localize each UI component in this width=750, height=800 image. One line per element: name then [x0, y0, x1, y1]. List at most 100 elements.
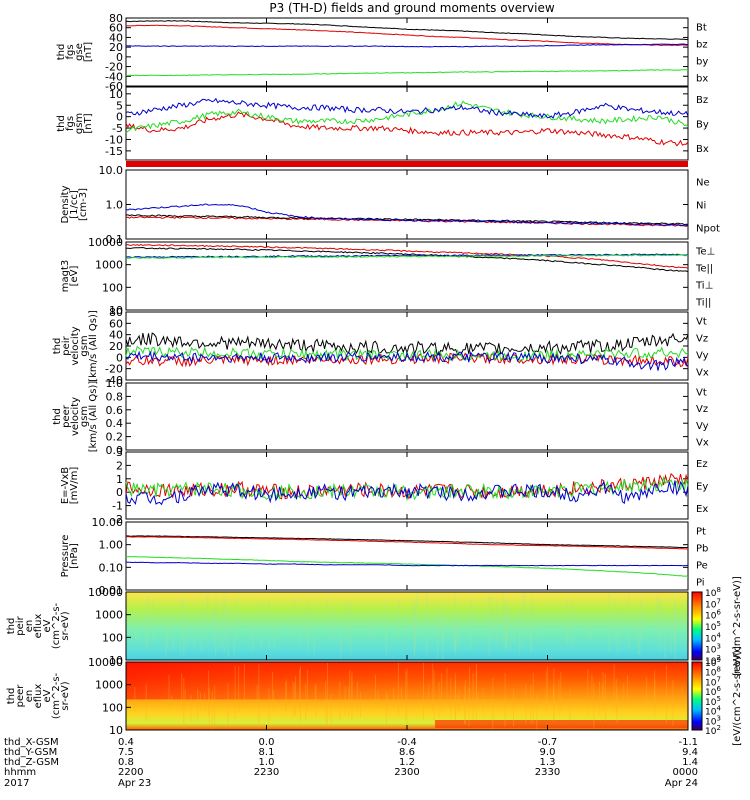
- colorbar-label-text: [eV/(cm^2-s-sr-eV)]: [732, 646, 743, 746]
- colorbar: [691, 591, 703, 661]
- y-axis-label-line: Pressure: [60, 535, 71, 578]
- panel-frame: [125, 521, 689, 591]
- y-axis-label-line: [nPa]: [69, 543, 80, 569]
- x-row-value: -0.7: [538, 737, 558, 748]
- legend-Ni: Ni: [696, 201, 706, 212]
- x-row-label: 2017: [4, 778, 29, 789]
- y-axis-label-line: [eV]: [69, 266, 80, 287]
- y-axis-label: E=-VxB[mV/m]: [60, 467, 80, 505]
- y-tick-label: 10000: [88, 586, 123, 599]
- y-axis-label-line: velocity: [70, 397, 81, 436]
- spectrogram-peer_eflux: 10000 1000 100 10 thdpeerenefluxeV(cm^2-s-sr…: [6, 646, 743, 746]
- x-row-label: thd_Z-GSM: [4, 757, 59, 768]
- y-axis-label-line: thd: [56, 44, 67, 61]
- y-axis-label-line: gsm: [74, 113, 85, 134]
- y-tick-label: -40: [105, 70, 123, 83]
- y-axis-label-line: gsm: [79, 335, 90, 356]
- x-row-value: 2300: [394, 767, 419, 778]
- series-Ez: [125, 472, 689, 500]
- flag-bar: [126, 161, 688, 167]
- legend-Vx: Vx: [696, 368, 709, 379]
- y-tick-label: 1.0: [106, 377, 124, 390]
- y-tick-label: 10: [109, 724, 123, 737]
- legend-Bt: Bt: [696, 23, 707, 34]
- panel-frame: [125, 241, 689, 311]
- series-By: [125, 100, 689, 134]
- legend-Te||: Te||: [695, 264, 713, 275]
- y-tick-label: -20: [105, 363, 123, 376]
- x-row-value: 1.3: [540, 757, 556, 768]
- legend-bz: bz: [696, 40, 708, 51]
- y-tick-label: -10: [105, 133, 123, 146]
- x-row-value: 2330: [535, 767, 560, 778]
- y-tick-label: -20: [105, 61, 123, 74]
- colorbar-label: [eV/(cm^2-s-sr-eV)]: [732, 646, 743, 746]
- colorbar: [691, 661, 703, 731]
- y-tick-label: 0: [116, 486, 123, 499]
- y-axis-label-line: [nT]: [83, 113, 94, 133]
- y-tick-label: -2: [112, 513, 123, 526]
- y-tick-label: -60: [105, 80, 123, 93]
- y-axis-label-line: fgs: [65, 116, 76, 131]
- y-tick-label: 2: [116, 459, 123, 472]
- y-axis-label-line: thd: [52, 408, 63, 425]
- y-tick-label: -15: [105, 145, 123, 158]
- x-row-value: Apr 24: [665, 778, 698, 789]
- x-row-value: 8.1: [259, 747, 275, 758]
- series-bx: [125, 43, 688, 48]
- y-tick-label: 60: [109, 22, 123, 35]
- y-tick-label: 40: [109, 329, 123, 342]
- y-axis-label-line: (cm^2-s-: [51, 672, 62, 719]
- series-Ey: [125, 475, 689, 502]
- spectrogram-image: [126, 592, 688, 660]
- y-tick-label: -1: [112, 500, 123, 513]
- y-axis-label-line: peir: [15, 615, 26, 635]
- legend-bx: bx: [696, 74, 708, 85]
- series-Pi: [125, 561, 689, 567]
- series-Pe: [126, 556, 689, 577]
- y-tick-label: 100: [102, 701, 123, 714]
- x-row-value: 0000: [673, 767, 698, 778]
- y-axis-label-line: thd: [6, 618, 17, 635]
- y-tick-label: 40: [109, 31, 123, 44]
- panel-temperature: 10000 1000 100 10 magt3[eV] Te⊥ Te|| Ti⊥ Ti||: [60, 236, 715, 317]
- x-row-value: 7.5: [118, 747, 134, 758]
- y-axis-label-line: en: [24, 620, 35, 633]
- series-Bx: [125, 97, 689, 120]
- y-tick-label: 0: [116, 51, 123, 64]
- legend-Ez: Ez: [696, 459, 708, 470]
- y-tick-label: 0.0: [106, 444, 124, 457]
- y-tick-label: 0.6: [106, 404, 124, 417]
- y-axis-label-line: peir: [61, 335, 72, 355]
- legend-Vy: Vy: [696, 421, 709, 432]
- y-tick-label: 0.1: [106, 233, 124, 246]
- y-tick-label: 10.00: [92, 516, 124, 529]
- x-row-value: 9.4: [682, 747, 698, 758]
- y-tick-label: 3: [116, 446, 123, 459]
- series-Te||: [125, 246, 689, 273]
- y-tick-label: 0.10: [99, 561, 124, 574]
- legend-Ne: Ne: [696, 178, 710, 189]
- series-Ex: [125, 480, 689, 506]
- y-tick-label: 0.01: [99, 584, 124, 597]
- x-row-value: 0.4: [118, 737, 134, 748]
- legend-Pe: Pe: [696, 561, 708, 572]
- y-tick-label: 0.4: [106, 417, 124, 430]
- series-bz: [126, 24, 688, 47]
- y-axis-label-line: peer: [15, 684, 26, 708]
- series-Ti||: [125, 254, 689, 260]
- legend-Pt: Pt: [696, 527, 706, 538]
- y-tick-label: 10000: [88, 236, 123, 249]
- y-tick-label: 80: [109, 12, 123, 25]
- x-row-value: 0.8: [118, 757, 134, 768]
- legend-Bz: Bz: [696, 95, 708, 106]
- y-axis-label-line: eflux: [33, 684, 44, 709]
- y-tick-label: 1.00: [99, 539, 124, 552]
- y-axis-label-line: sr-eV): [60, 681, 71, 710]
- x-row-value: 2200: [118, 767, 143, 778]
- y-tick-label: 1000: [95, 679, 123, 692]
